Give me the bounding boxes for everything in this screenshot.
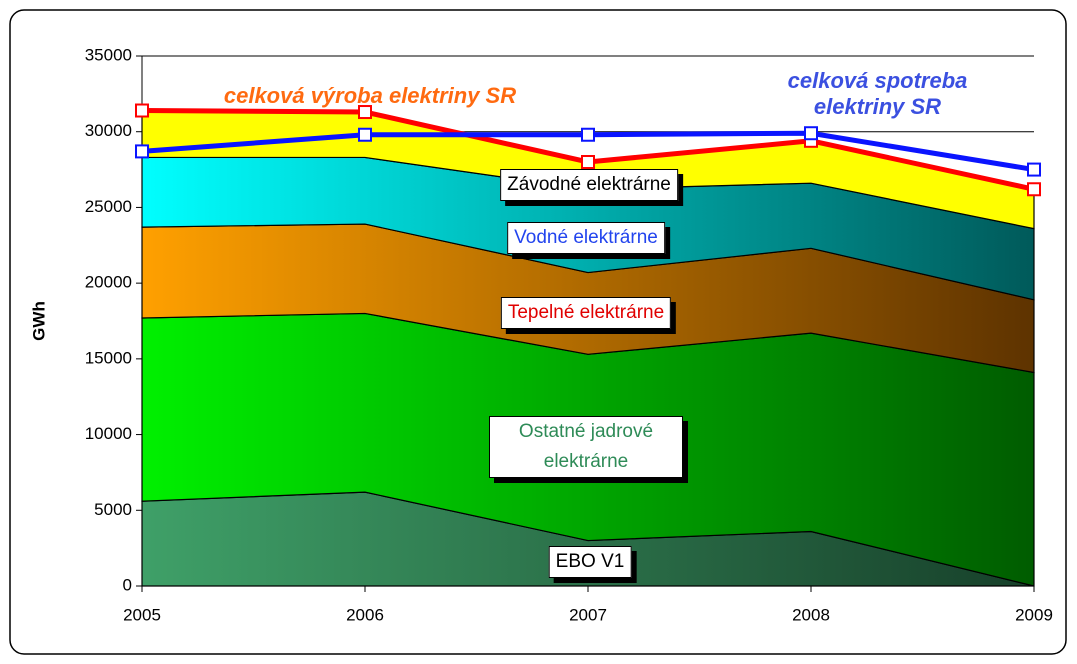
y-tick-label: 20000 (85, 273, 132, 292)
marker (1027, 162, 1041, 177)
area-label: Tepelné elektrárne (500, 297, 672, 329)
x-tick-label: 2006 (346, 605, 384, 624)
y-tick-label: 30000 (85, 121, 132, 140)
x-tick-label: 2009 (1015, 605, 1053, 624)
y-tick-label: 25000 (85, 197, 132, 216)
line-label: celková výroba elektriny SR (223, 83, 517, 108)
marker (135, 144, 149, 159)
y-tick-label: 5000 (94, 500, 132, 519)
y-axis-label: GWh (29, 301, 48, 341)
line-label: celková spotreba elektriny SR (787, 68, 968, 119)
marker (581, 127, 595, 142)
marker (1027, 182, 1041, 197)
marker (358, 105, 372, 120)
marker (581, 155, 595, 169)
area-label: Závodné elektrárne (500, 169, 678, 201)
marker (358, 127, 372, 142)
y-tick-label: 35000 (85, 45, 132, 64)
x-tick-label: 2008 (792, 605, 830, 624)
y-tick-label: 0 (123, 575, 132, 594)
area-label: EBO V1 (548, 546, 632, 578)
area-label: Vodné elektrárne (507, 222, 665, 254)
marker (135, 103, 149, 118)
y-tick-label: 10000 (85, 424, 132, 443)
marker (804, 126, 818, 141)
x-tick-label: 2007 (569, 605, 607, 624)
y-tick-label: 15000 (85, 348, 132, 367)
x-tick-label: 2005 (123, 605, 161, 624)
area-label: Ostatné jadrové elektrárne (489, 416, 683, 478)
